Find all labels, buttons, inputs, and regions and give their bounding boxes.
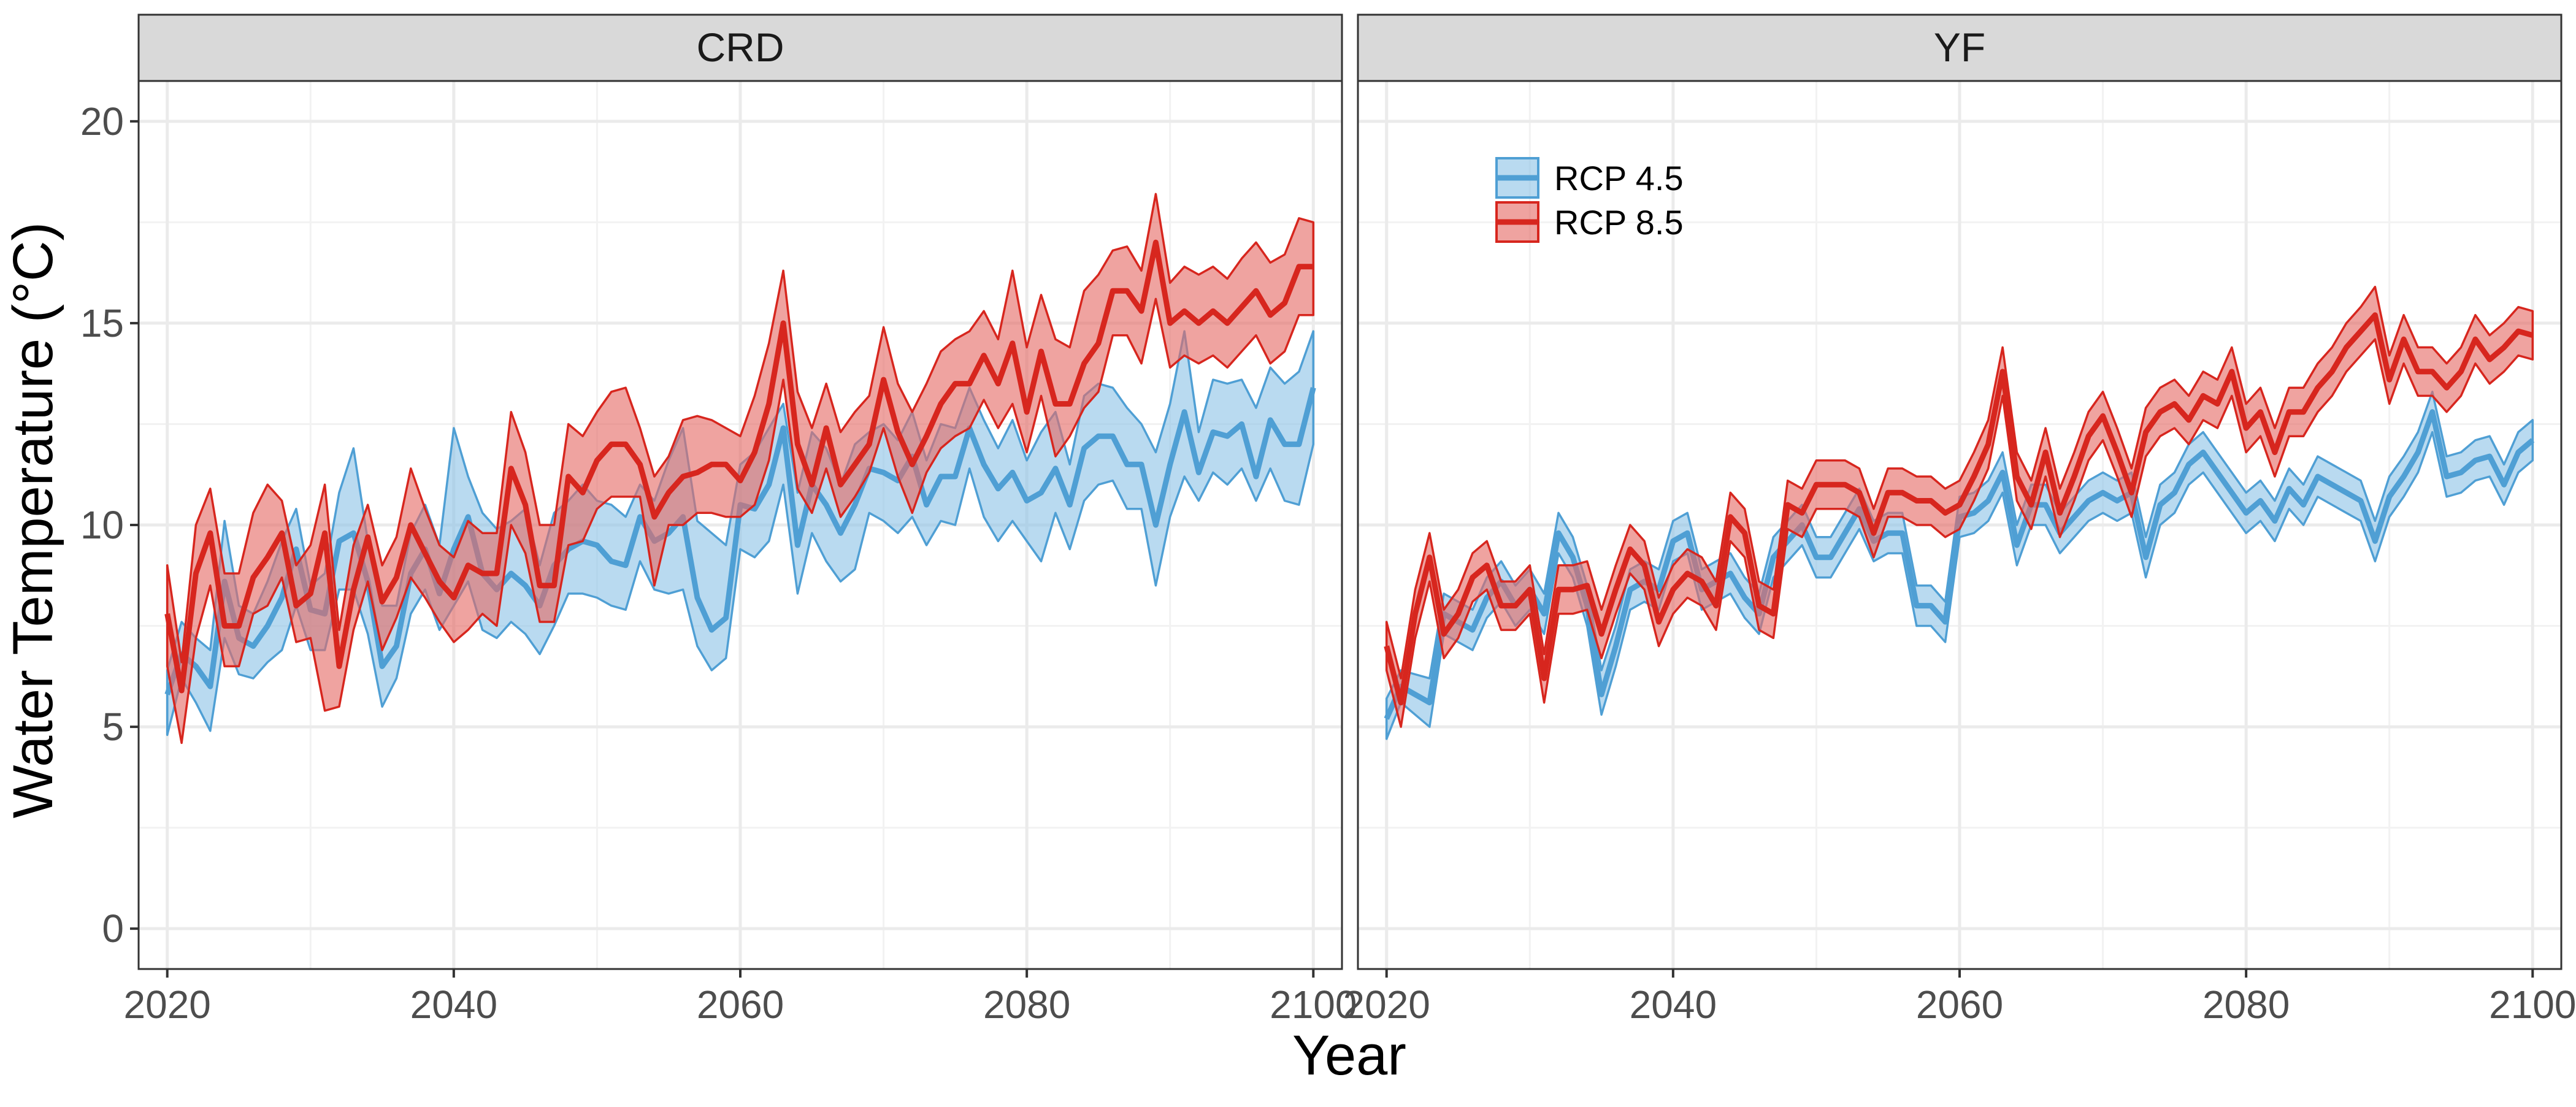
strip-header [1357, 13, 2563, 82]
ribbon-rcp85 [166, 193, 1315, 745]
x-tick-label: 2060 [697, 983, 784, 1027]
panels: CRD 2020 2040 2060 2080 2100 0 5 10 15 20 YF 2020 204… [80, 13, 2576, 1027]
x-tick-label: 2020 [1343, 983, 1430, 1027]
x-tick-label: 2020 [124, 983, 211, 1027]
legend-label-rcp45: RCP 4.5 [1554, 159, 1684, 197]
x-tick-label: 2040 [1630, 983, 1717, 1027]
x-axis-title: Year [1292, 1024, 1406, 1087]
strip-label: CRD [697, 25, 784, 70]
ribbon-rcp45 [1385, 391, 2534, 740]
strip-label: YF [1934, 25, 1985, 70]
y-axis-title: Water Temperature (°C) [2, 222, 64, 818]
y-tick-label: 15 [80, 301, 124, 345]
mean-line-rcp85 [164, 239, 1314, 694]
ribbon-rcp45 [166, 330, 1315, 737]
x-tick-label: 2040 [410, 983, 497, 1027]
x-tick-label: 2100 [2489, 983, 2576, 1027]
mean-line-rcp85 [1384, 312, 2534, 706]
legend: RCP 4.5 RCP 8.5 [1495, 157, 1684, 243]
x-tick-label: 2080 [983, 983, 1070, 1027]
panel-yf: YF 2020 2040 2060 2080 2100 [1343, 13, 2576, 1027]
panel-crd: CRD 2020 2040 2060 2080 2100 0 5 10 15 20 [80, 13, 1357, 1027]
y-tick-label: 0 [102, 906, 124, 951]
y-tick-label: 10 [80, 503, 124, 547]
x-tick-label: 2100 [1270, 983, 1357, 1027]
legend-label-rcp85: RCP 8.5 [1554, 203, 1684, 242]
strip-header [137, 13, 1343, 82]
x-tick-label: 2060 [1916, 983, 2003, 1027]
y-tick-label: 20 [80, 99, 124, 144]
y-tick-label: 5 [102, 705, 124, 749]
x-tick-label: 2080 [2202, 983, 2290, 1027]
